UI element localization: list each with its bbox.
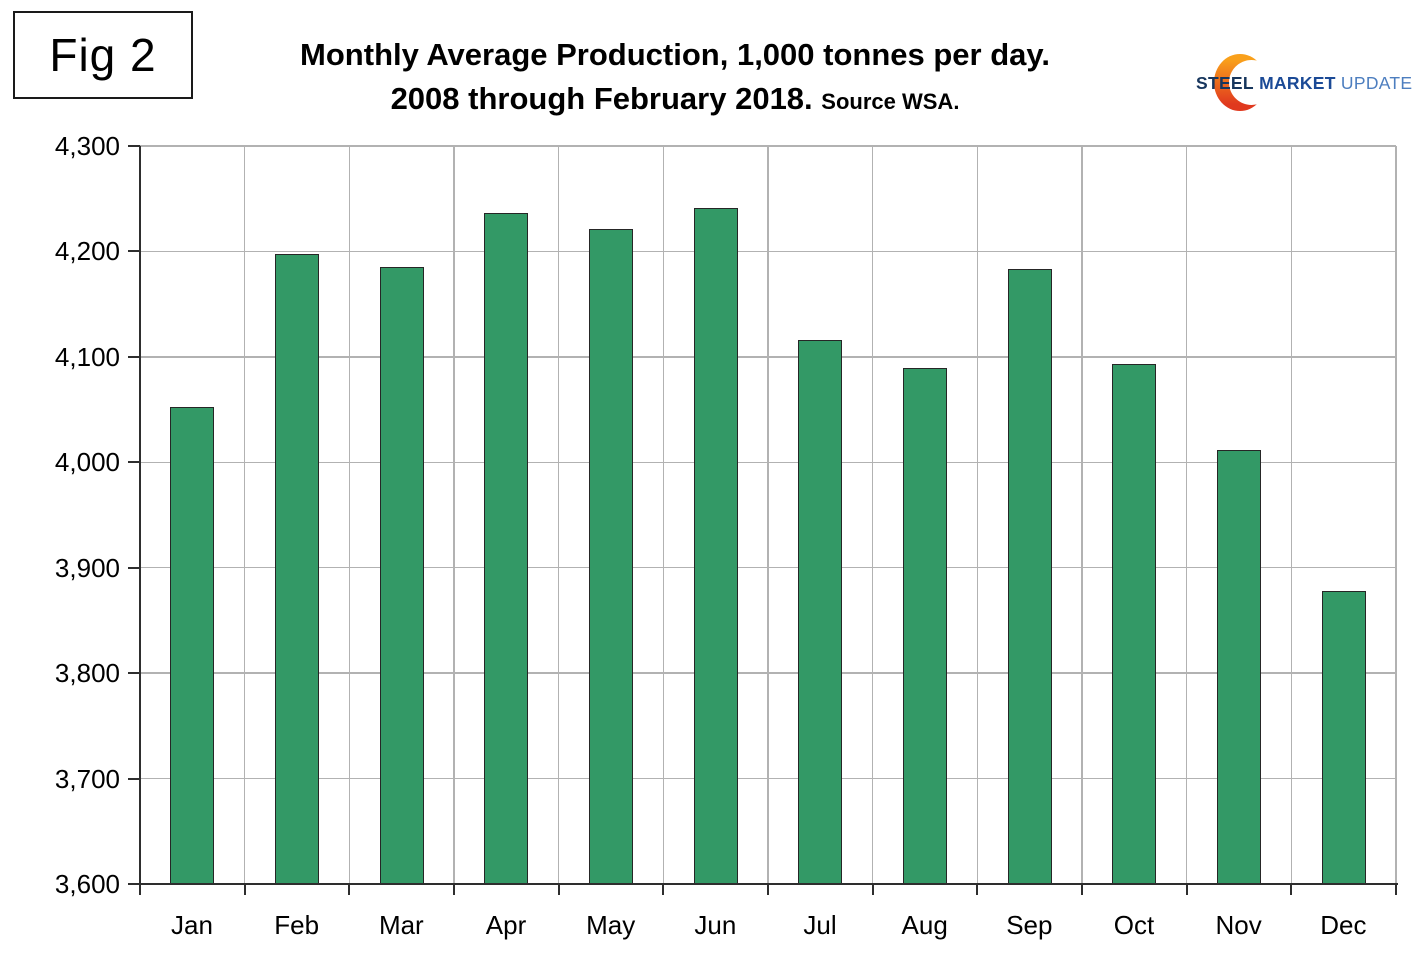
bar-nov xyxy=(1217,449,1261,884)
logo-word-steel: STEEL xyxy=(1196,73,1254,93)
x-axis-label: Aug xyxy=(901,910,948,940)
chart-title: Monthly Average Production, 1,000 tonnes… xyxy=(160,33,1190,124)
chart-title-line2: 2008 through February 2018. Source WSA. xyxy=(160,77,1190,124)
x-axis-tick xyxy=(1081,884,1083,895)
x-axis-tick xyxy=(557,884,560,895)
gridline-vertical xyxy=(348,146,351,884)
y-axis-tick xyxy=(128,566,140,569)
chart-source-note: Source WSA. xyxy=(821,89,960,114)
x-axis-tick xyxy=(139,884,141,895)
bar-mar xyxy=(379,267,424,884)
y-axis-label: 3,700 xyxy=(54,763,120,794)
x-axis-label: May xyxy=(586,910,636,940)
gridline-vertical xyxy=(1081,146,1083,884)
x-axis-label: Dec xyxy=(1320,910,1367,940)
x-axis-label: Oct xyxy=(1113,910,1155,940)
y-axis-label: 4,200 xyxy=(54,236,120,267)
gridline-vertical xyxy=(1185,146,1188,884)
y-axis-line xyxy=(139,146,141,886)
gridline-vertical xyxy=(557,146,560,884)
gridline-vertical xyxy=(1395,146,1397,884)
y-axis-label: 4,000 xyxy=(54,447,120,478)
bar-jul xyxy=(798,340,843,884)
gridline-vertical xyxy=(976,146,979,884)
bar-may xyxy=(589,229,633,884)
smu-logo: STEEL MARKET UPDATE xyxy=(1192,50,1412,114)
y-axis-label: 3,800 xyxy=(54,658,120,689)
y-axis-label: 3,900 xyxy=(54,552,120,583)
y-axis-tick xyxy=(128,672,140,675)
chart-title-line1: Monthly Average Production, 1,000 tonnes… xyxy=(300,37,1050,72)
x-axis-label: Nov xyxy=(1215,910,1262,940)
gridline-vertical xyxy=(767,146,769,884)
x-axis-label: Jun xyxy=(694,910,737,940)
y-axis-tick xyxy=(128,777,140,780)
x-axis-tick xyxy=(453,884,455,895)
y-axis-tick xyxy=(128,461,140,464)
bar-dec xyxy=(1321,590,1366,884)
x-axis-tick xyxy=(871,884,874,895)
x-axis-label: Mar xyxy=(378,910,424,940)
logo-word-update: UPDATE xyxy=(1340,73,1413,93)
smu-crescent-icon xyxy=(1214,54,1274,111)
x-axis-label: Feb xyxy=(274,910,320,940)
gridline-vertical xyxy=(662,146,665,884)
gridline-vertical xyxy=(871,146,874,884)
x-axis-tick xyxy=(243,884,246,895)
y-axis-label: 4,100 xyxy=(54,341,120,372)
logo-word-market: MARKET xyxy=(1259,73,1336,93)
y-axis-tick xyxy=(128,250,140,253)
bar-aug xyxy=(903,368,947,884)
y-axis-tick xyxy=(128,145,140,147)
chart-title-line2-text: 2008 through February 2018. xyxy=(390,81,813,116)
gridline-vertical xyxy=(243,146,246,884)
x-axis-tick xyxy=(348,884,351,895)
x-axis-line xyxy=(128,883,1398,885)
bar-sep xyxy=(1007,269,1052,884)
y-axis-label: 4,300 xyxy=(54,131,120,161)
gridline-vertical xyxy=(1290,146,1293,884)
y-axis-label: 3,600 xyxy=(54,869,120,899)
figure-label: Fig 2 xyxy=(49,29,157,81)
x-axis-label: Sep xyxy=(1006,910,1053,940)
x-axis-tick xyxy=(1395,884,1397,895)
x-axis-tick xyxy=(1185,884,1188,895)
gridline-vertical xyxy=(453,146,455,884)
bar-oct xyxy=(1112,364,1157,884)
x-axis-label: Apr xyxy=(485,910,527,940)
x-axis-tick xyxy=(662,884,665,895)
x-axis-tick xyxy=(976,884,979,895)
y-axis-tick xyxy=(128,355,140,358)
bar-jan xyxy=(170,407,215,884)
smu-logo-text: STEEL MARKET UPDATE xyxy=(1196,73,1412,94)
plot-area xyxy=(128,145,1398,886)
x-axis-tick xyxy=(1290,884,1293,895)
bar-feb xyxy=(275,253,319,884)
x-axis-tick xyxy=(767,884,769,895)
bar-apr xyxy=(484,213,529,884)
bar-jun xyxy=(693,208,738,884)
x-axis-label: Jan xyxy=(171,910,213,940)
x-axis-label: Jul xyxy=(803,910,837,940)
figure-label-box: Fig 2 xyxy=(13,11,193,99)
